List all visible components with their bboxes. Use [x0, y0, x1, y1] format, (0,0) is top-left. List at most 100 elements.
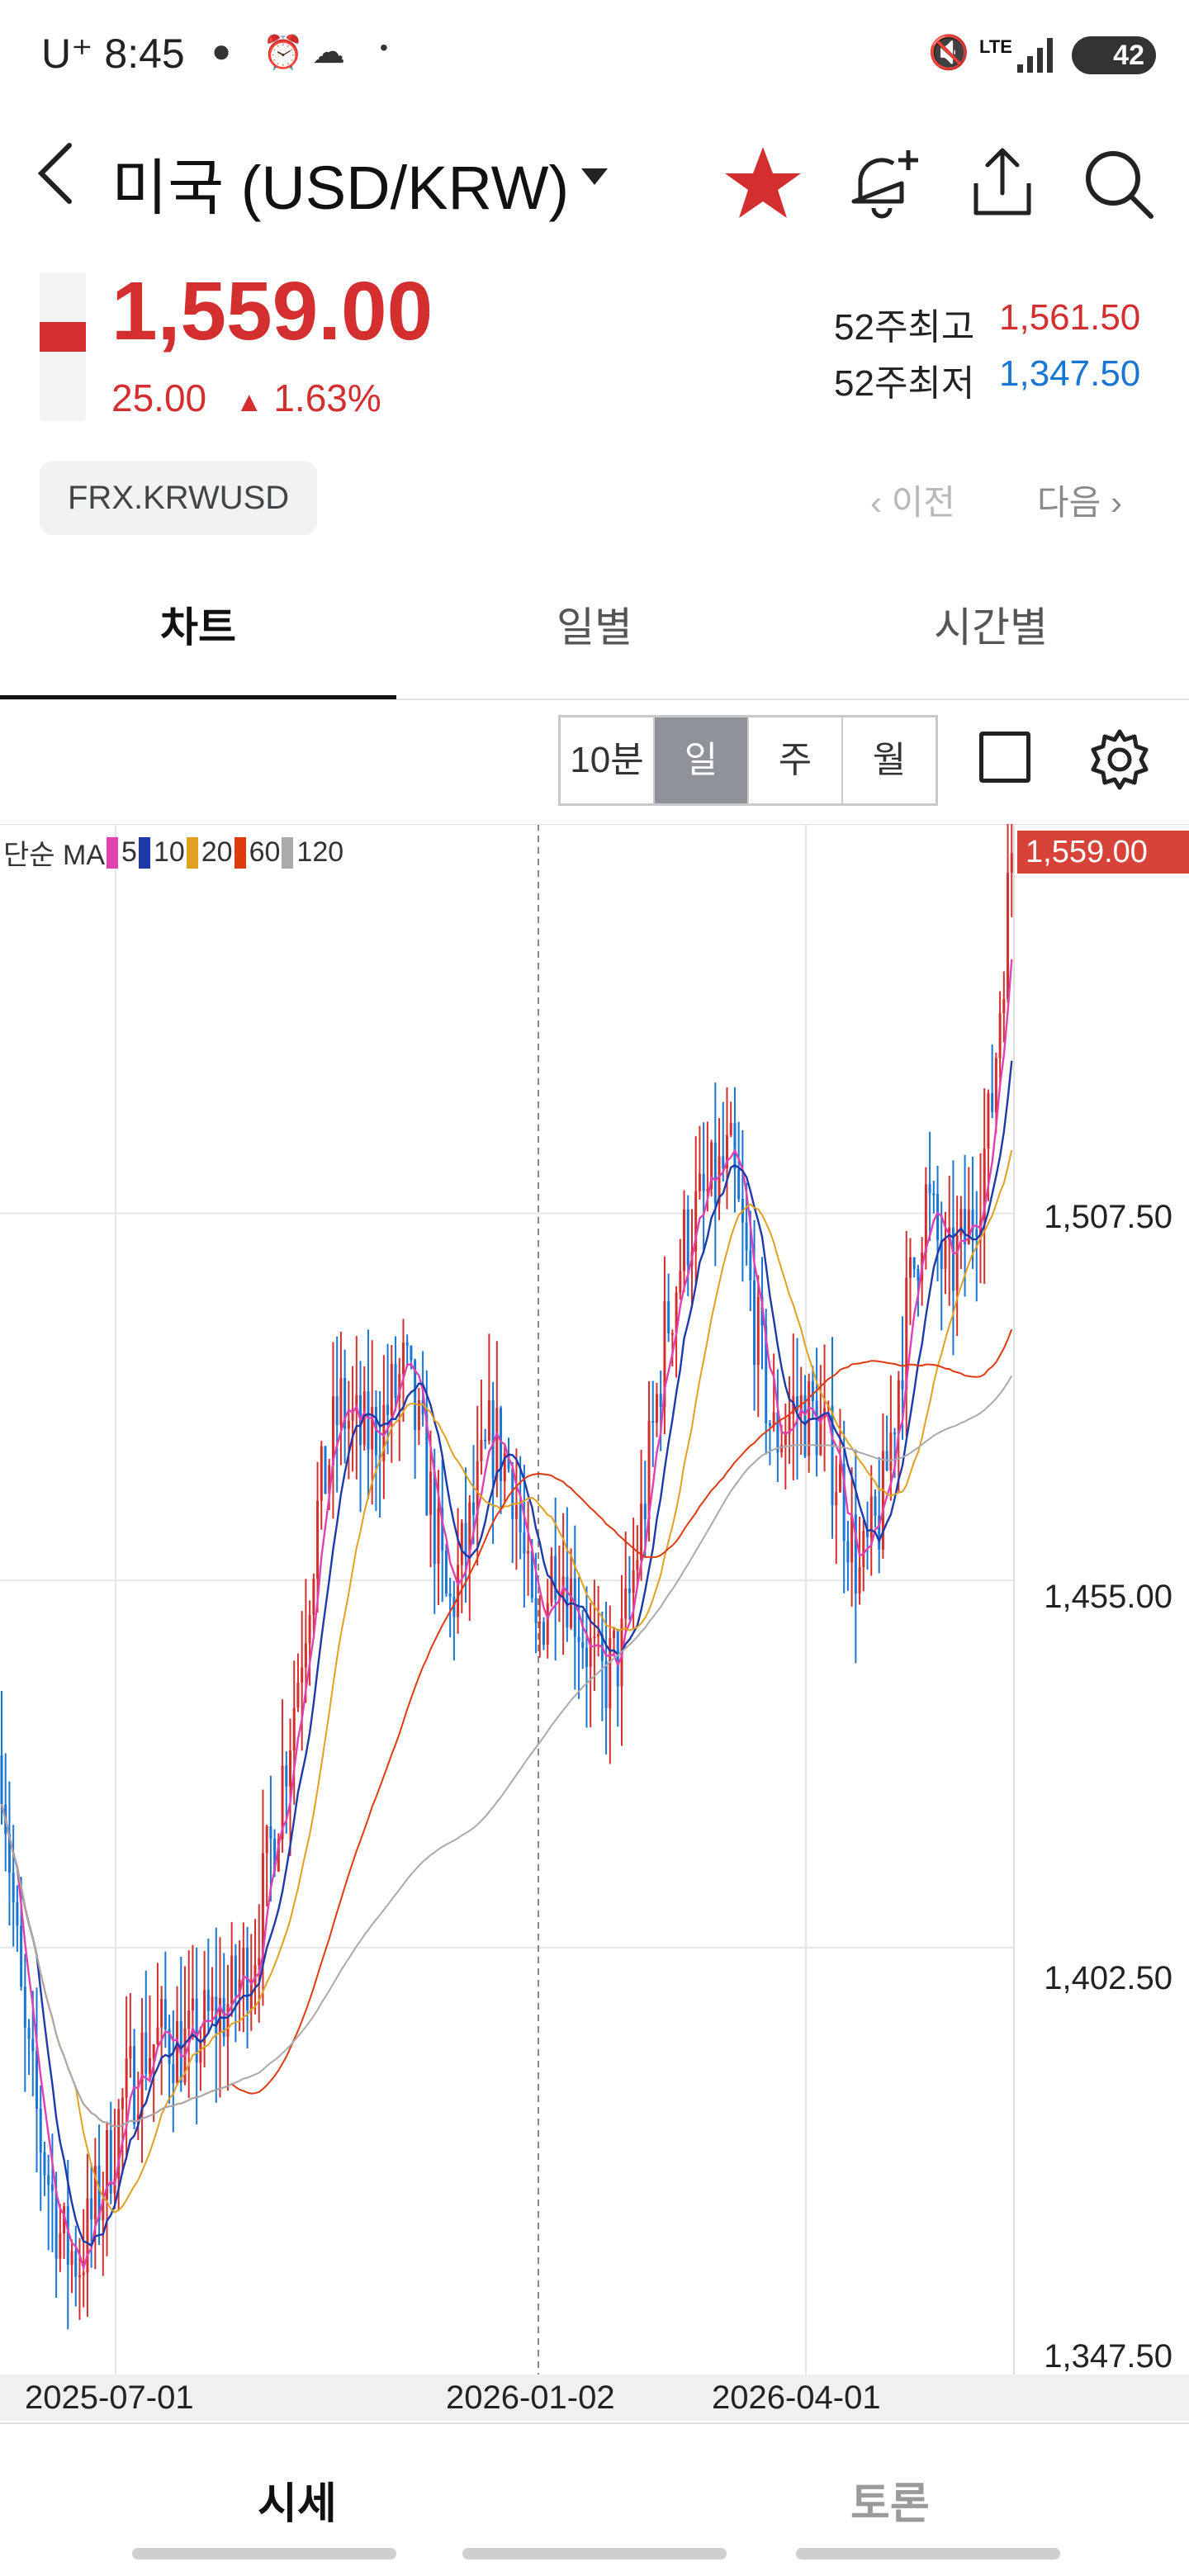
candle-body [655, 1394, 658, 1423]
candle-body [471, 1502, 475, 1515]
carrier-label: U⁺ [41, 31, 93, 77]
candle-body [577, 1636, 580, 1642]
candle-body [421, 1399, 424, 1414]
candle-body [811, 1381, 814, 1401]
candle-body [172, 2064, 175, 2084]
candle-body [573, 1578, 576, 1637]
tab-daily[interactable]: 일별 [557, 604, 632, 651]
candle-body [534, 1598, 538, 1623]
period-week[interactable]: 주 [747, 717, 841, 803]
candle-body [878, 1515, 881, 1550]
candle-body [394, 1363, 397, 1399]
prev-label: 이전 [891, 483, 955, 522]
candle-body [917, 1268, 920, 1281]
ma-line-10 [0, 1060, 1013, 2247]
candle-body [869, 1496, 873, 1537]
chevron-down-icon[interactable] [581, 168, 608, 185]
candle-body [249, 1984, 253, 2011]
search-icon[interactable] [1077, 142, 1159, 225]
candle-body [226, 2003, 230, 2037]
candle-body [967, 1210, 970, 1245]
period-10min[interactable]: 10분 [570, 740, 644, 780]
candle-body [881, 1451, 884, 1550]
candle-body [90, 2198, 93, 2220]
prev-link[interactable]: ‹ 이전 [870, 475, 955, 525]
scroll-handle[interactable] [132, 2548, 396, 2559]
candle-body [230, 1955, 234, 2004]
period-day[interactable]: 일 [653, 717, 747, 803]
scroll-handle[interactable] [462, 2548, 727, 2559]
bottom-tab-discussion[interactable]: 토론 [850, 2480, 930, 2528]
candle-body [542, 1622, 546, 1645]
candle-body [718, 1156, 721, 1204]
bottom-tab-quote[interactable]: 시세 [258, 2480, 337, 2528]
candle-body [273, 1839, 277, 1872]
tab-indicator [0, 695, 396, 699]
ma-line-5 [0, 959, 1013, 2272]
candle-body [838, 1464, 841, 1493]
candle-body [50, 2185, 54, 2191]
candle-body [414, 1360, 417, 1431]
square-tool-icon[interactable] [979, 732, 1030, 783]
candle-body [912, 1257, 916, 1269]
candle-body [136, 2114, 140, 2124]
share-icon[interactable] [961, 142, 1044, 225]
gear-icon[interactable] [1087, 727, 1153, 793]
back-icon[interactable] [33, 140, 83, 206]
change-percent: 1.63% [273, 376, 381, 419]
candle-body [799, 1395, 803, 1411]
candle-body [987, 1093, 990, 1149]
legend-item-60: 60 [249, 836, 281, 868]
candle-body [187, 2010, 191, 2029]
next-link[interactable]: 다음 › [1037, 475, 1122, 525]
candle-body [476, 1461, 479, 1515]
candle-body [511, 1468, 514, 1519]
price-chart[interactable] [0, 824, 1189, 2375]
candle-body [285, 1765, 288, 1787]
legend-item-5: 5 [121, 836, 137, 868]
battery-icon: 42 [1072, 36, 1156, 74]
candle-body [862, 1531, 865, 1568]
candle-body [121, 2097, 124, 2110]
candle-body [514, 1504, 518, 1519]
candle-body [702, 1173, 705, 1191]
candle-body [464, 1522, 467, 1557]
candle-body [93, 2165, 97, 2220]
candle-body [507, 1453, 510, 1469]
candle-body [698, 1173, 701, 1191]
candle-body [355, 1395, 358, 1411]
candle-body [624, 1588, 628, 1619]
candle-body [737, 1169, 741, 1199]
y-tick-label: 1,455.00 [1044, 1579, 1172, 1615]
ma-line-20 [1, 1149, 1013, 2214]
scroll-handle[interactable] [796, 2548, 1060, 2559]
tab-hourly[interactable]: 시간별 [934, 604, 1048, 651]
candle-body [206, 1990, 210, 2011]
page-title[interactable]: 미국 (USD/KRW) [111, 154, 570, 222]
candle-body [998, 1013, 1002, 1058]
network-label: LTE [979, 36, 1012, 57]
candle-body [670, 1333, 674, 1335]
y-tick-label: 1,507.50 [1044, 1199, 1172, 1235]
candle-body [281, 1765, 284, 1840]
candle-body [43, 2152, 46, 2176]
candle-body [780, 1445, 784, 1453]
mini-candle [40, 272, 86, 421]
bell-add-icon[interactable] [842, 142, 925, 225]
candle-body [593, 1636, 596, 1639]
period-month[interactable]: 월 [841, 717, 936, 803]
candle-body [659, 1394, 662, 1407]
candle-body [63, 2206, 66, 2234]
high-52w-value: 1,561.50 [999, 297, 1141, 338]
star-icon[interactable] [722, 142, 804, 225]
candle-body [480, 1439, 483, 1461]
legend-item-120: 120 [296, 836, 344, 868]
candle-body [144, 2032, 148, 2074]
change-value: 25.00 [111, 376, 207, 419]
x-tick-label: 2026-01-02 [446, 2379, 615, 2416]
candle-body [211, 1996, 214, 2011]
candle-body [538, 1622, 542, 1624]
tab-chart[interactable]: 차트 [160, 604, 236, 651]
legend-swatch-10 [138, 836, 150, 869]
candle-body [316, 1500, 320, 1579]
